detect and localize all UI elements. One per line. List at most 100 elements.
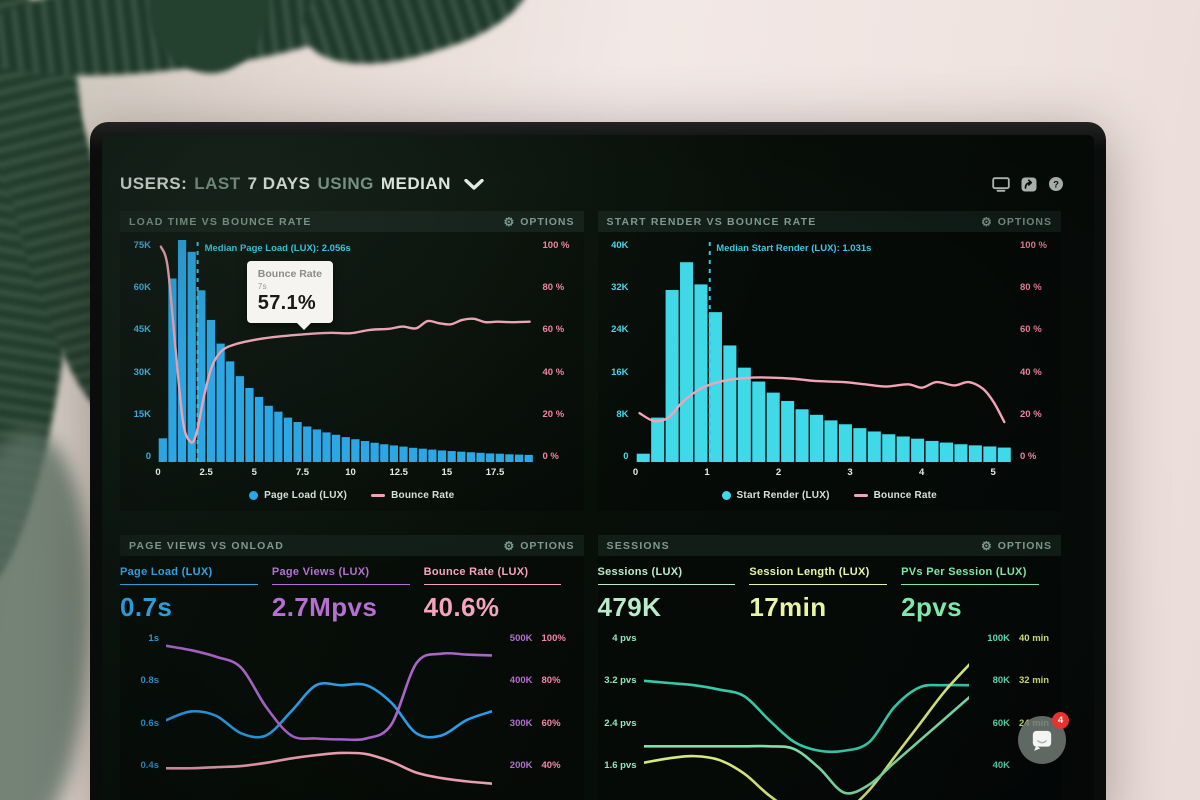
median-annotation: Median Page Load (LUX): 2.056s: [204, 243, 351, 254]
axis-tick: 200K: [509, 759, 533, 771]
x-axis-tick: 2.5: [199, 467, 213, 478]
svg-text:?: ?: [1053, 179, 1059, 190]
axis-tick: 75K: [133, 240, 151, 251]
x-axis-tick: 15: [441, 467, 453, 478]
left-axis: 4 pvs 3.2 pvs 2.4 pvs 1.6 pvs: [600, 631, 644, 771]
legend-swatch: [371, 494, 386, 497]
plot: [166, 631, 492, 800]
panel-header: SESSIONS ⚙ OPTIONS: [597, 535, 1061, 556]
tooltip-value: 57.1%: [257, 292, 316, 315]
legend-item[interactable]: Page Load (LUX): [249, 490, 347, 501]
options-button[interactable]: ⚙ OPTIONS: [503, 540, 574, 552]
page-views-chart[interactable]: [166, 631, 492, 800]
load-time-chart[interactable]: [158, 240, 534, 462]
legend-label: Page Load (LUX): [264, 490, 348, 501]
plot: Bounce Rate 7s 57.1% Median Page Load (L…: [158, 240, 534, 462]
left-axis: 40K 32K 24K 16K 8K 0: [600, 240, 636, 462]
axis-tick: 0.8s: [140, 675, 160, 687]
chart-legend: Page Load (LUX) Bounce Rate: [120, 490, 584, 501]
axis-tick: 80 %: [1020, 282, 1042, 294]
axis-tick: 300K: [509, 717, 533, 729]
axis-tick: 20 %: [1020, 408, 1042, 420]
axis-tick: 0.4s: [140, 759, 160, 771]
header-icons: ?: [992, 176, 1064, 192]
axis-tick: 0: [145, 450, 151, 462]
stat-label: Session Length (LUX): [749, 566, 888, 585]
stat-value: 40.6%: [423, 592, 500, 622]
x-axis-tick: 5: [990, 467, 996, 478]
share-icon[interactable]: [1021, 177, 1037, 192]
panel-title: SESSIONS: [606, 539, 670, 552]
axis-tick: 100 %: [1020, 240, 1047, 251]
options-label: OPTIONS: [520, 539, 575, 552]
chevron-down-icon[interactable]: [464, 177, 484, 195]
plot: [643, 631, 970, 800]
x-axis-tick: 12.5: [389, 467, 408, 478]
axis-tick: 40 min: [1019, 633, 1050, 644]
legend-item[interactable]: Bounce Rate: [371, 490, 454, 501]
notification-badge: 4: [1052, 712, 1069, 729]
legend-item[interactable]: Bounce Rate: [853, 490, 937, 501]
axis-tick: 100%: [541, 633, 566, 644]
stat-block: Bounce Rate (LUX) 40.6%: [423, 566, 562, 623]
axis-tick: 2.4 pvs: [604, 717, 637, 729]
axis-tick: 24K: [611, 324, 629, 336]
left-axis: 1s 0.8s 0.6s 0.4s: [122, 631, 166, 771]
axis-tick-pair: 100K 40 min: [978, 633, 1055, 644]
x-axis-tick: 7.5: [295, 467, 310, 478]
axis-tick: 40 %: [1020, 366, 1042, 378]
legend-label: Bounce Rate: [391, 490, 455, 501]
display-icon[interactable]: [992, 176, 1010, 192]
sessions-chart[interactable]: [643, 631, 970, 800]
axis-tick: 0 %: [542, 450, 559, 462]
chat-launcher[interactable]: 4: [1018, 712, 1069, 764]
panel-title: START RENDER VS BOUNCE RATE: [606, 215, 817, 228]
x-axis-tick: 5: [251, 467, 257, 478]
options-label: OPTIONS: [520, 215, 575, 228]
x-axis-tick: 0: [632, 467, 639, 478]
panel-sessions: SESSIONS ⚙ OPTIONS Sessions (LUX) 479K Ses…: [597, 535, 1061, 800]
options-button[interactable]: ⚙ OPTIONS: [981, 540, 1052, 552]
stat-block: Page Views (LUX) 2.7Mpvs: [271, 566, 410, 623]
stat-value: 2pvs: [901, 592, 963, 622]
options-button[interactable]: ⚙ OPTIONS: [981, 216, 1052, 228]
panel-header: START RENDER VS BOUNCE RATE ⚙ OPTIONS: [597, 211, 1061, 232]
x-axis-tick: 10: [345, 467, 356, 478]
panel-title: LOAD TIME VS BOUNCE RATE: [129, 215, 312, 228]
axis-tick: 20 %: [542, 408, 565, 420]
axis-tick: 80K: [992, 675, 1010, 687]
axis-tick-pair: 400K 80%: [501, 675, 578, 686]
axis-tick: 40%: [541, 759, 561, 771]
panel-load-time-vs-bounce-rate: LOAD TIME VS BOUNCE RATE ⚙ OPTIONS 75K 60…: [120, 211, 584, 511]
legend-label: Start Render (LUX): [736, 490, 830, 501]
x-axis-tick: 1: [704, 467, 710, 478]
axis-tick: 100 %: [542, 240, 570, 251]
axis-tick: 60%: [541, 717, 561, 729]
x-axis-tick: 3: [847, 467, 853, 478]
axis-tick: 80%: [541, 675, 561, 687]
header-metric[interactable]: MEDIAN: [380, 174, 451, 193]
axis-tick-pair: 300K 60%: [501, 718, 578, 729]
axis-tick: 45K: [133, 324, 151, 336]
header-range[interactable]: 7 DAYS: [247, 174, 311, 193]
axis-tick: 100K: [987, 633, 1010, 644]
axis-tick: 40K: [992, 759, 1010, 771]
tooltip-title: Bounce Rate: [257, 268, 322, 281]
gear-icon: ⚙: [980, 214, 993, 229]
laptop: USERS: LAST 7 DAYS USING MEDIAN ?: [90, 122, 1106, 800]
chart-legend: Start Render (LUX) Bounce Rate: [598, 490, 1062, 501]
x-axis-tick: 0: [155, 467, 161, 478]
help-icon[interactable]: ?: [1048, 176, 1064, 192]
stats-row: Sessions (LUX) 479K Session Length (LUX) 17…: [597, 566, 1054, 623]
options-label: OPTIONS: [997, 539, 1052, 552]
options-button[interactable]: ⚙ OPTIONS: [503, 216, 574, 228]
axis-tick: 30K: [133, 366, 151, 378]
panel-header: PAGE VIEWS VS ONLOAD ⚙ OPTIONS: [120, 535, 584, 556]
legend-item[interactable]: Start Render (LUX): [721, 490, 830, 501]
stats-row: Page Load (LUX) 0.7s Page Views (LUX) 2.7Mp…: [120, 566, 576, 623]
start-render-chart[interactable]: [636, 240, 1012, 462]
axis-tick: 60 %: [542, 324, 565, 336]
panel-grid: LOAD TIME VS BOUNCE RATE ⚙ OPTIONS 75K 60…: [120, 211, 1061, 800]
axis-tick: 500K: [509, 633, 533, 644]
axis-tick: 32K: [611, 282, 629, 294]
